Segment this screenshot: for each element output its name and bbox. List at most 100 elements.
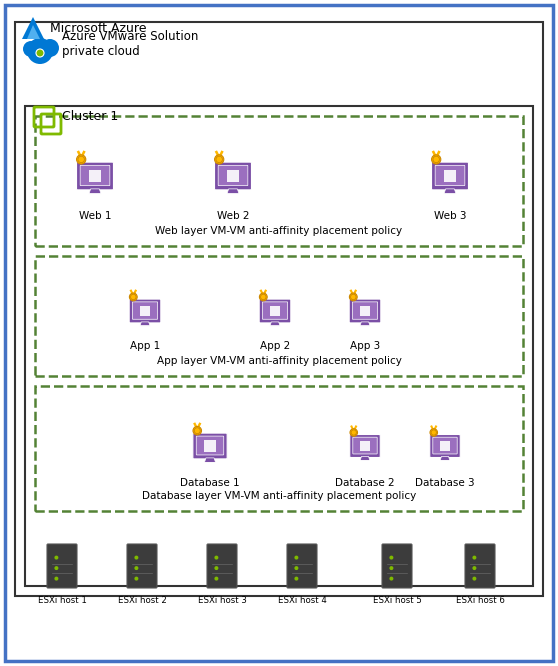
Text: Web 1: Web 1 [79,211,111,221]
Circle shape [389,555,393,559]
Text: Database layer VM-VM anti-affinity placement policy: Database layer VM-VM anti-affinity place… [142,491,416,501]
Polygon shape [204,458,215,463]
Circle shape [36,49,44,57]
Circle shape [134,566,138,570]
FancyBboxPatch shape [127,544,157,588]
FancyBboxPatch shape [350,434,380,458]
FancyBboxPatch shape [47,544,77,588]
Bar [440,441,445,446]
FancyBboxPatch shape [262,302,288,319]
FancyBboxPatch shape [259,299,291,323]
FancyBboxPatch shape [430,434,460,458]
Bar [360,441,364,446]
Polygon shape [440,456,450,461]
Bar [140,312,145,316]
Bar [89,170,94,176]
FancyBboxPatch shape [76,162,113,190]
Polygon shape [444,189,456,194]
Circle shape [473,566,477,570]
Bar [360,312,364,316]
Bar [365,446,370,451]
Text: Microsoft Azure: Microsoft Azure [50,21,147,35]
Circle shape [134,555,138,559]
Bar [275,306,280,310]
FancyBboxPatch shape [218,165,248,186]
FancyBboxPatch shape [287,544,317,588]
Bar [140,306,145,310]
Bar [227,176,233,182]
Bar [450,176,456,182]
Text: Web layer VM-VM anti-affinity placement policy: Web layer VM-VM anti-affinity placement … [156,226,402,236]
Circle shape [41,39,59,57]
FancyBboxPatch shape [431,162,469,190]
Bar [210,440,216,446]
Bar [95,170,101,176]
Bar [365,312,370,316]
Bar [270,306,275,310]
Text: Database 3: Database 3 [415,478,475,488]
Bar [365,441,370,446]
Bar [444,176,450,182]
Text: App 1: App 1 [130,341,160,351]
Bar [35,256,523,376]
Bar [146,306,150,310]
FancyBboxPatch shape [349,299,381,323]
FancyBboxPatch shape [465,544,495,588]
Bar [35,386,523,511]
Polygon shape [89,189,101,194]
FancyBboxPatch shape [132,302,158,319]
Bar [233,170,239,176]
Bar [204,440,210,446]
Bar [365,306,370,310]
Circle shape [430,429,437,436]
FancyBboxPatch shape [129,299,161,323]
FancyBboxPatch shape [382,544,412,588]
Circle shape [27,38,53,64]
Circle shape [389,577,393,581]
Bar [146,312,150,316]
Polygon shape [27,25,40,39]
Circle shape [389,566,393,570]
FancyBboxPatch shape [433,437,457,454]
Bar [227,170,233,176]
Circle shape [54,577,59,581]
Bar [360,306,364,310]
FancyBboxPatch shape [435,165,465,186]
Circle shape [193,426,201,435]
Circle shape [215,155,224,164]
Text: ESXi host 3: ESXi host 3 [198,596,247,605]
Text: ESXi host 4: ESXi host 4 [277,596,326,605]
Bar [450,170,456,176]
Bar [445,446,450,451]
Polygon shape [227,189,239,194]
Bar [35,116,523,246]
Circle shape [134,577,138,581]
Circle shape [473,555,477,559]
FancyBboxPatch shape [196,436,224,455]
Bar [25,106,533,586]
Text: Azure VMware Solution
private cloud: Azure VMware Solution private cloud [62,30,199,58]
Polygon shape [140,322,150,326]
Bar [233,176,239,182]
Circle shape [214,555,218,559]
Polygon shape [22,17,44,39]
Circle shape [350,429,358,436]
Circle shape [214,577,218,581]
FancyBboxPatch shape [80,165,110,186]
Circle shape [54,566,59,570]
Text: Web 2: Web 2 [217,211,249,221]
Bar [360,446,364,451]
Text: App 2: App 2 [260,341,290,351]
Circle shape [259,293,267,301]
Circle shape [295,555,299,559]
Circle shape [76,155,86,164]
Bar [444,170,450,176]
Text: ESXi host 2: ESXi host 2 [118,596,166,605]
Bar [445,441,450,446]
Polygon shape [270,322,280,326]
Circle shape [431,155,441,164]
Bar [204,446,210,452]
Text: Web 3: Web 3 [434,211,466,221]
Circle shape [54,555,59,559]
Bar [275,312,280,316]
